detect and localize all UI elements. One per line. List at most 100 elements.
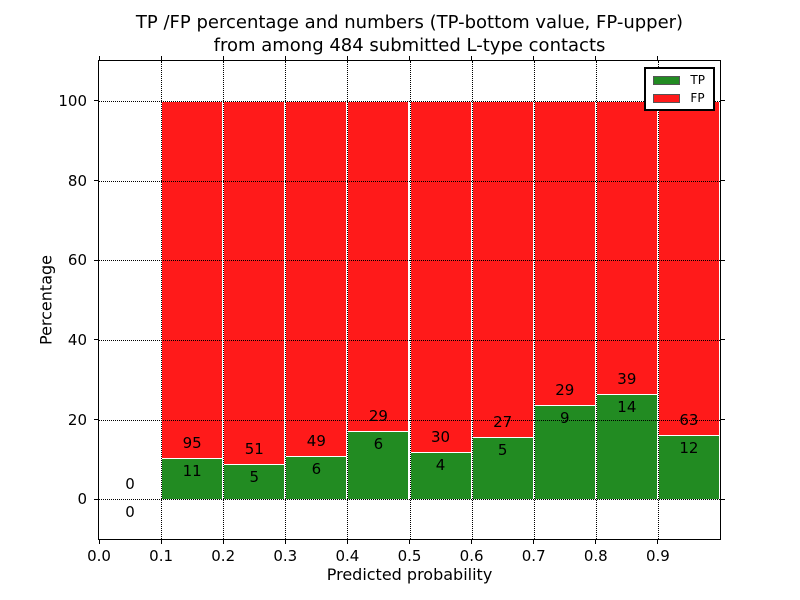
- fp-count-label: 49: [306, 431, 326, 450]
- chart-title-line2: from among 484 submitted L-type contacts: [213, 35, 606, 56]
- fp-count-label: 39: [617, 369, 637, 388]
- legend-swatch-fp-icon: [653, 93, 681, 103]
- bar-fp-segment: [409, 100, 472, 453]
- x-tick-label: 0.0: [87, 547, 111, 565]
- fp-count-label: 95: [182, 433, 202, 452]
- legend-label-fp: FP: [690, 91, 705, 105]
- tp-count-label: 14: [617, 397, 637, 416]
- y-tick-mark-right: [720, 180, 725, 181]
- x-tick-label: 0.1: [149, 547, 174, 565]
- bar-fp-segment: [595, 100, 658, 394]
- x-tick-mark: [98, 539, 100, 544]
- fp-count-label: 27: [493, 412, 513, 431]
- x-tick-mark-top: [284, 56, 286, 61]
- legend-item-fp: FP: [653, 92, 705, 104]
- tp-count-label: 6: [373, 434, 384, 453]
- bar-tp-segment: [285, 455, 348, 500]
- fp-count-label: 29: [555, 380, 575, 399]
- y-tick-mark-right: [720, 498, 725, 500]
- x-tick-label: 0.5: [397, 547, 422, 565]
- horizontal-gridline: [99, 260, 720, 262]
- tp-count-label: 11: [182, 461, 202, 480]
- legend-swatch-tp-icon: [653, 75, 681, 85]
- tp-count-label: 5: [497, 440, 508, 459]
- bar-tp-segment: [471, 436, 534, 500]
- y-tick-mark: [94, 498, 99, 500]
- bar-tp-segment: [533, 404, 596, 500]
- bar-fp-segment: [471, 100, 534, 437]
- y-tick-label: 20: [67, 410, 87, 429]
- y-tick-label: 80: [67, 171, 87, 190]
- fp-count-label: 30: [431, 428, 451, 447]
- x-tick-mark-top: [160, 56, 162, 61]
- bar-tp-segment: [657, 435, 720, 500]
- chart-title-line1: TP /FP percentage and numbers (TP-bottom…: [135, 12, 684, 33]
- x-tick-mark-top: [595, 56, 597, 61]
- bar-fp-segment: [533, 100, 596, 405]
- bar-tp-segment: [161, 457, 224, 500]
- x-tick-mark-top: [533, 56, 535, 61]
- tp-count-label: 4: [435, 456, 446, 475]
- bar-fp-segment: [347, 100, 410, 431]
- vertical-gridline: [471, 61, 473, 539]
- vertical-gridline: [347, 61, 349, 539]
- y-tick-mark: [94, 100, 99, 102]
- y-tick-mark-right: [720, 339, 725, 341]
- bar-fp-segment: [657, 100, 720, 436]
- horizontal-gridline: [99, 419, 720, 421]
- x-tick-label: 0.2: [211, 547, 236, 565]
- x-tick-mark-top: [98, 56, 100, 61]
- x-tick-mark: [595, 539, 597, 544]
- fp-count-label: 0: [125, 475, 135, 494]
- tp-count-label: 6: [311, 459, 322, 478]
- vertical-gridline: [161, 61, 163, 539]
- y-tick-mark: [94, 339, 99, 341]
- x-tick-label: 0.3: [273, 547, 298, 565]
- x-tick-label: 0.9: [645, 547, 670, 565]
- fp-count-label: 29: [368, 406, 388, 425]
- y-tick-mark: [94, 419, 99, 420]
- x-tick-label: 0.7: [521, 547, 546, 565]
- x-tick-mark: [346, 539, 348, 544]
- bar-fp-segment: [223, 100, 286, 464]
- y-tick-label: 60: [67, 251, 87, 270]
- y-tick-label: 0: [77, 490, 87, 509]
- horizontal-gridline: [99, 499, 720, 501]
- vertical-gridline: [285, 61, 287, 539]
- vertical-gridline: [595, 61, 597, 539]
- x-tick-mark: [409, 539, 410, 544]
- y-tick-label: 100: [58, 91, 87, 110]
- vertical-gridline: [657, 61, 659, 539]
- horizontal-gridline: [99, 180, 720, 182]
- chart-title: TP /FP percentage and numbers (TP-bottom…: [98, 11, 721, 57]
- fp-count-label: 51: [244, 439, 264, 458]
- x-tick-mark: [160, 539, 162, 544]
- horizontal-gridline: [99, 100, 720, 102]
- x-tick-label: 0.6: [459, 547, 484, 565]
- legend: TP FP: [644, 67, 715, 111]
- bar-tp-segment: [595, 393, 658, 500]
- x-tick-mark: [222, 539, 224, 544]
- plot-area: TP FP 0 0 95 11 51 5 49 6 29 6 30 4 27 5 29 9 39 14 63 12 0.…: [58, 56, 725, 565]
- tp-count-label: 9: [559, 408, 570, 427]
- tp-count-label: 5: [249, 467, 260, 486]
- vertical-gridline: [223, 61, 225, 539]
- tp-count-label: 12: [679, 439, 699, 458]
- x-tick-mark-top: [346, 56, 348, 61]
- y-tick-mark: [94, 259, 99, 261]
- bar-fp-segment: [161, 100, 224, 458]
- x-tick-mark: [657, 539, 659, 544]
- x-tick-mark: [533, 539, 535, 544]
- x-tick-mark-top: [471, 56, 473, 61]
- vertical-gridline: [409, 61, 411, 539]
- fp-count-label: 63: [679, 411, 699, 430]
- x-tick-mark: [284, 539, 286, 544]
- x-tick-label: 0.4: [335, 547, 360, 565]
- y-tick-mark-right: [720, 100, 725, 102]
- horizontal-gridline: [99, 339, 720, 341]
- x-tick-mark-top: [222, 56, 224, 61]
- y-tick-mark: [94, 180, 99, 181]
- y-tick-mark-right: [720, 419, 725, 420]
- tp-count-label: 0: [125, 503, 135, 522]
